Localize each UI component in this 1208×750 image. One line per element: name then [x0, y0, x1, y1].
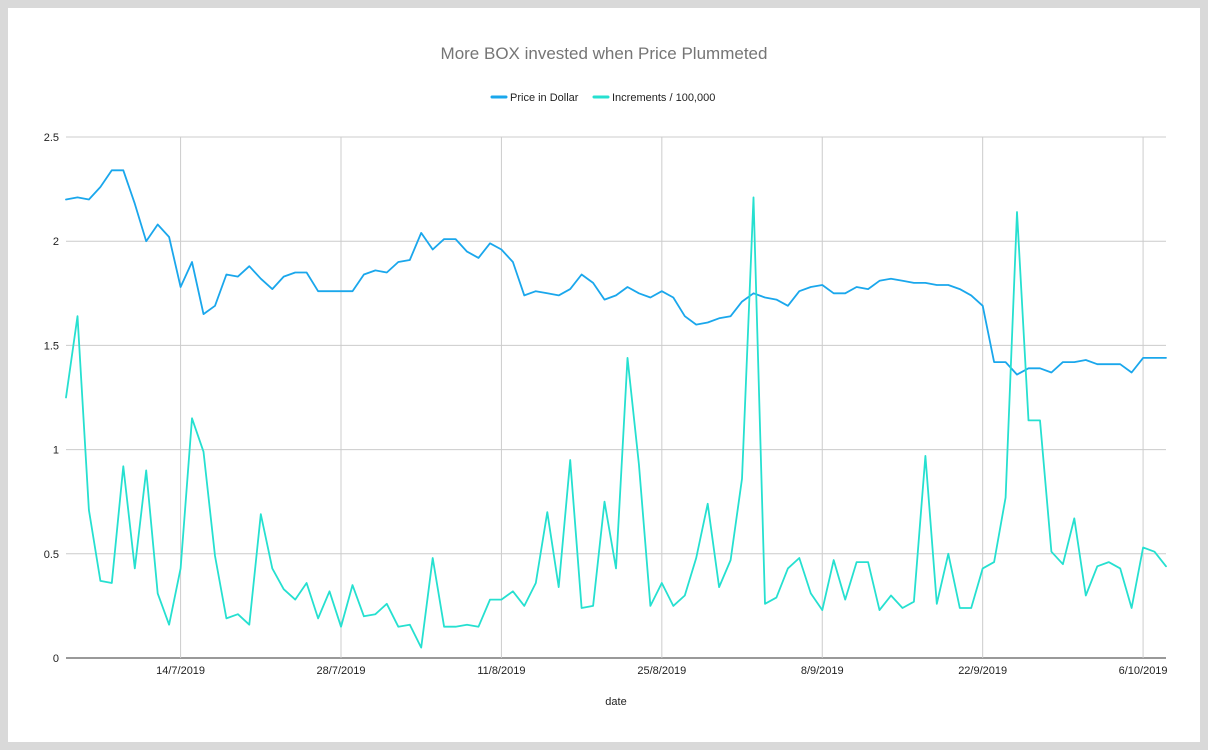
- legend: Price in Dollar Increments / 100,000: [490, 92, 715, 104]
- y-axis-ticks: 0 0.5 1 1.5 2 2.5: [44, 132, 59, 665]
- x-tick-label: 8/9/2019: [801, 665, 844, 677]
- y-gridlines: [66, 136, 1166, 659]
- x-axis-title: date: [605, 696, 626, 708]
- legend-label-increments: Increments / 100,000: [612, 92, 715, 104]
- y-tick-label: 1.5: [44, 340, 59, 352]
- legend-label-price: Price in Dollar: [510, 92, 579, 104]
- x-tick-label: 11/8/2019: [477, 665, 525, 677]
- chart-frame: More BOX invested when Price Plummeted P…: [8, 8, 1200, 742]
- x-tick-label: 6/10/2019: [1119, 665, 1168, 677]
- y-tick-label: 1: [53, 445, 59, 457]
- y-tick-label: 0.5: [44, 549, 59, 561]
- series-line-price: [65, 169, 1167, 376]
- x-gridlines: [180, 137, 1144, 658]
- line-chart: More BOX invested when Price Plummeted P…: [44, 44, 1168, 708]
- y-tick-label: 0: [53, 653, 59, 665]
- chart-title: More BOX invested when Price Plummeted: [441, 44, 768, 63]
- x-tick-label: 22/9/2019: [958, 665, 1007, 677]
- x-tick-label: 28/7/2019: [317, 665, 366, 677]
- series-lines: [65, 169, 1167, 649]
- x-tick-label: 14/7/2019: [156, 665, 205, 677]
- y-tick-label: 2: [53, 236, 59, 248]
- y-tick-label: 2.5: [44, 132, 59, 144]
- x-axis-ticks: 14/7/2019 28/7/2019 11/8/2019 25/8/2019 8/9/…: [156, 665, 1167, 677]
- series-line-increments: [65, 196, 1167, 649]
- x-tick-label: 25/8/2019: [637, 665, 686, 677]
